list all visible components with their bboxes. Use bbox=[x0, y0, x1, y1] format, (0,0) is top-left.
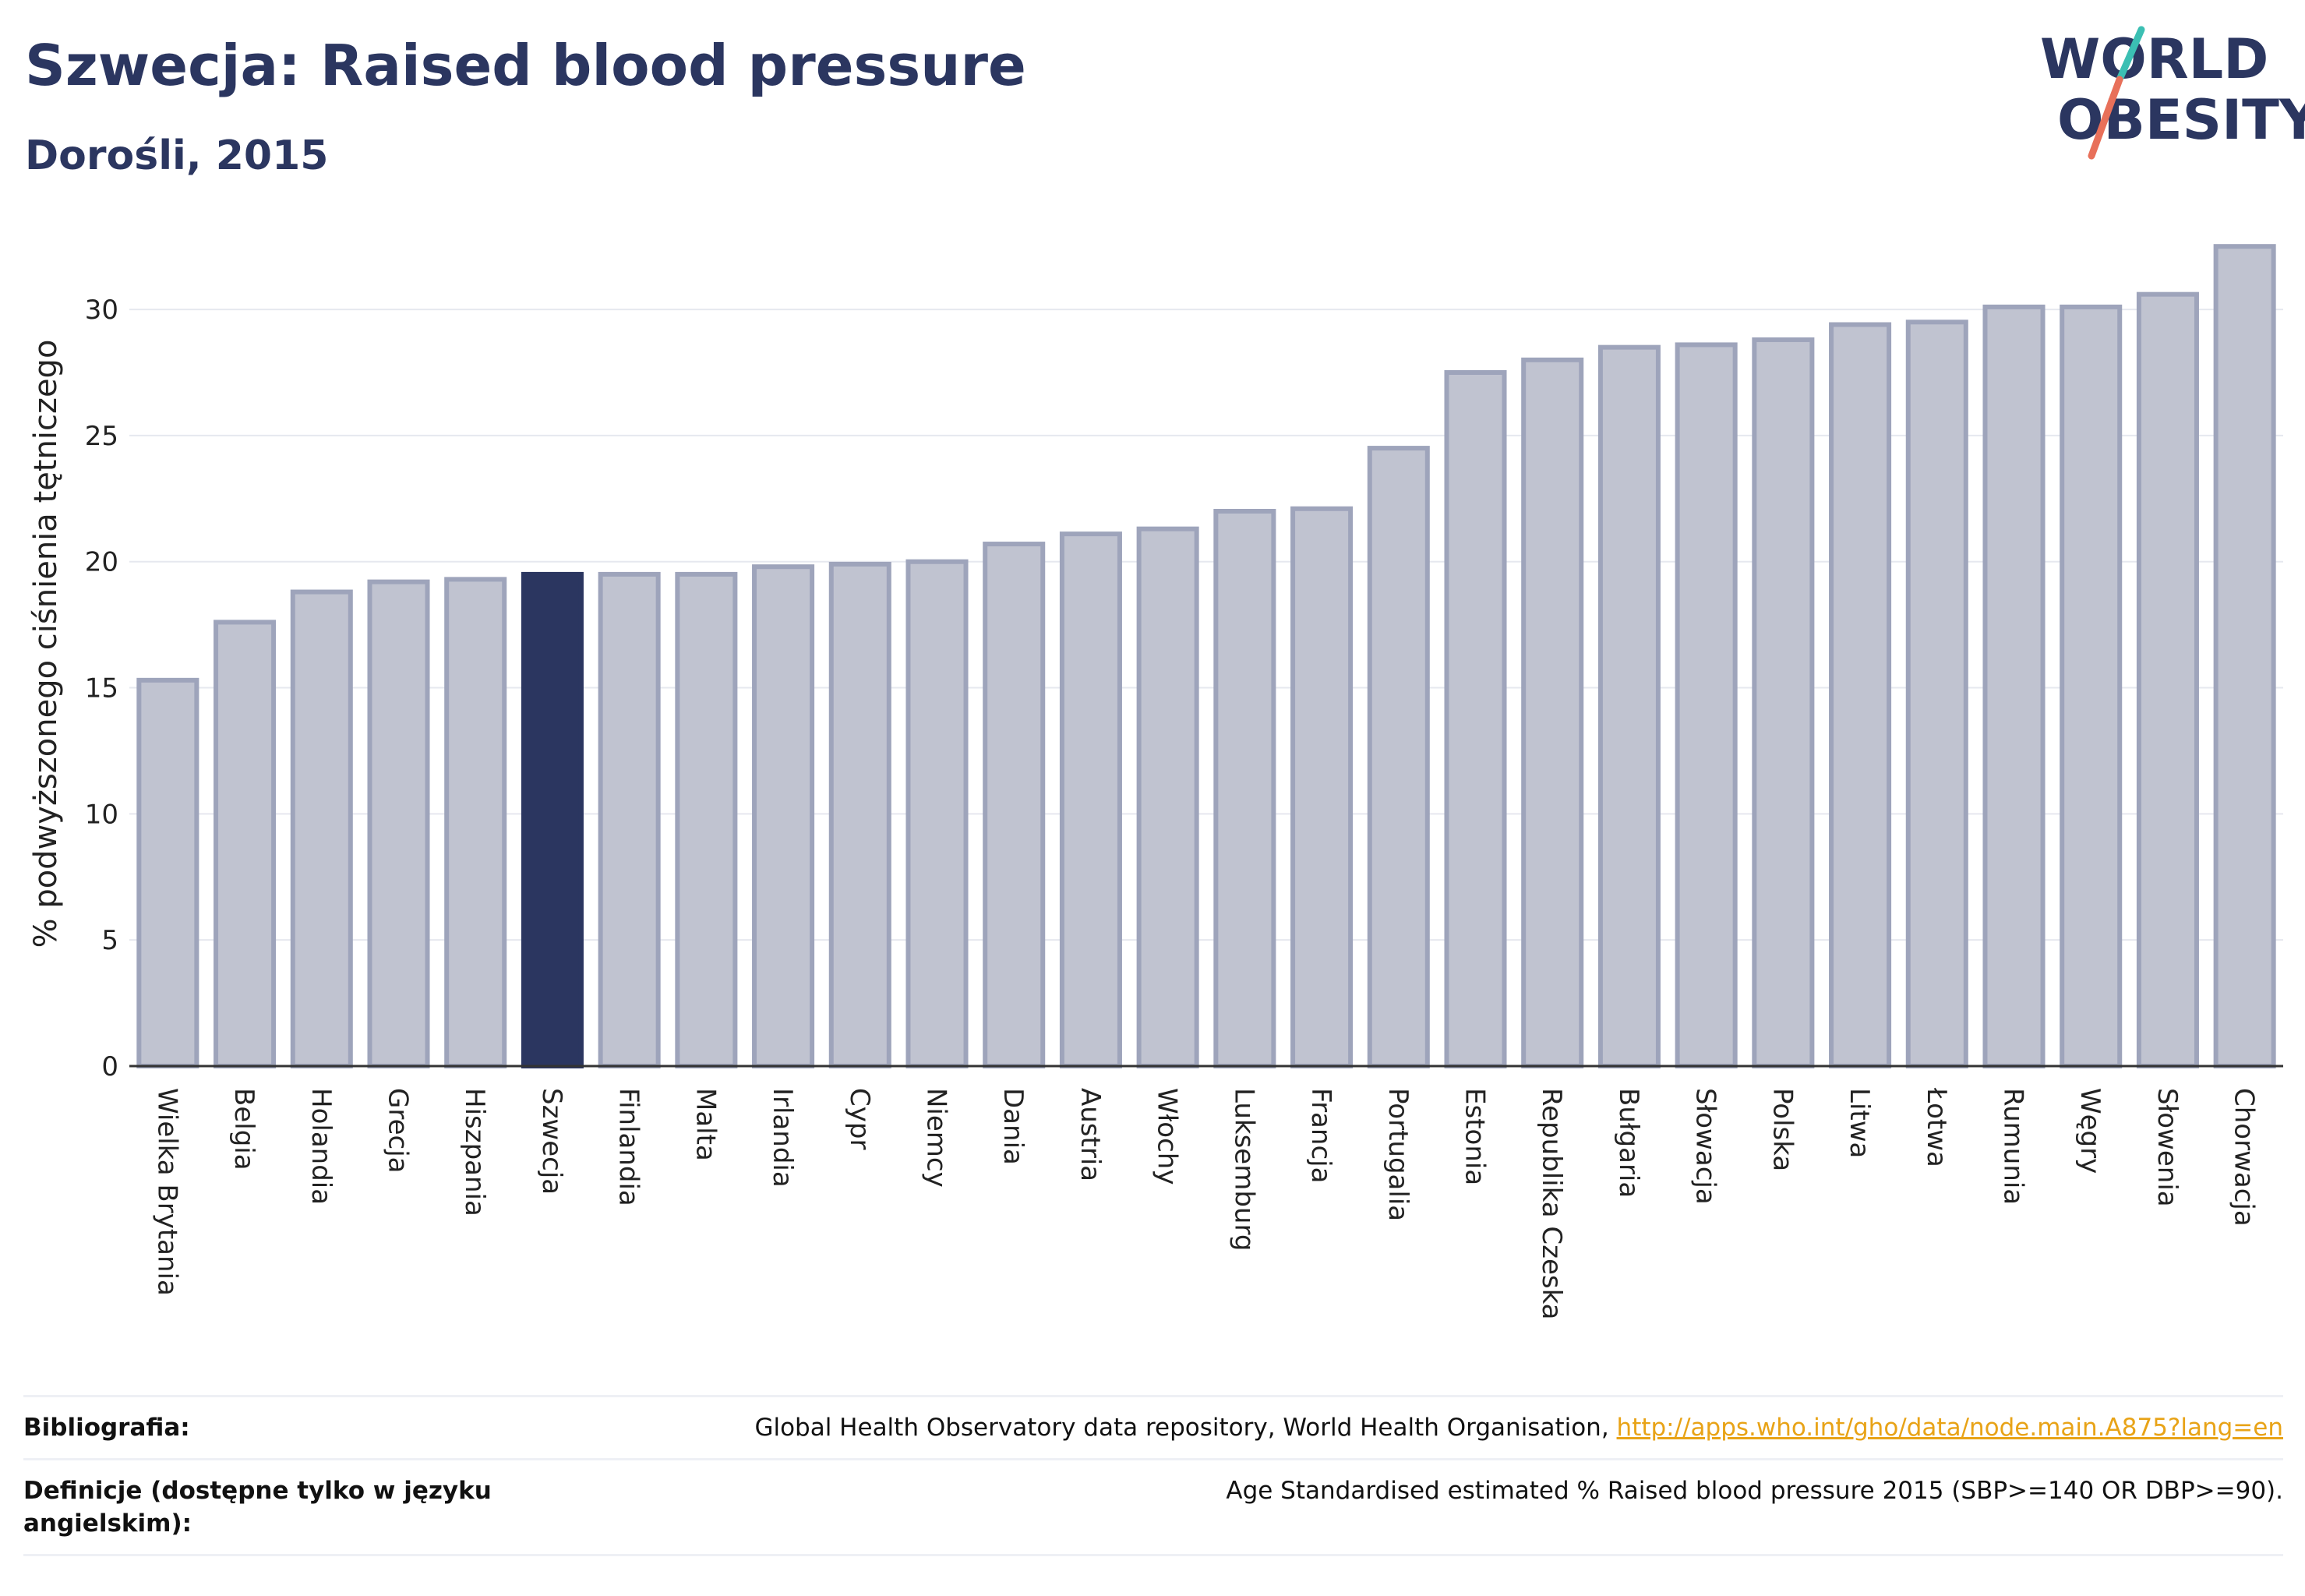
y-tick-label: 20 bbox=[85, 547, 118, 578]
x-tick-label: Belgia bbox=[228, 1088, 259, 1171]
y-tick-label: 10 bbox=[85, 799, 118, 830]
bar-węgry bbox=[2060, 304, 2123, 1068]
bar-republika-czeska bbox=[1521, 357, 1584, 1068]
axes: 0 5 10 15 20 25 30 Wielka Brytania Belgia Holandi… bbox=[85, 295, 2283, 1320]
x-tick-label: Dania bbox=[997, 1088, 1029, 1165]
bar-cypr bbox=[828, 561, 891, 1068]
page-subtitle: Dorośli, 2015 bbox=[25, 132, 329, 179]
bar-austria bbox=[1059, 531, 1122, 1068]
logo-line1: WORLD bbox=[2040, 27, 2268, 91]
bars bbox=[136, 244, 2276, 1069]
logo-slash-coral bbox=[2088, 76, 2123, 160]
x-tick-label: Austria bbox=[1075, 1088, 1106, 1181]
footer-bibliography-row: Bibliografia: Global Health Observatory … bbox=[23, 1395, 2283, 1458]
x-tick-label: Malta bbox=[690, 1088, 721, 1161]
definition-label: Definicje (dostępne tylko w języku angie… bbox=[23, 1477, 492, 1538]
x-tick-label: Szwecja bbox=[536, 1088, 567, 1195]
logo-slash-teal bbox=[2116, 26, 2145, 83]
x-tick-label: Bułgaria bbox=[1613, 1088, 1644, 1198]
bar-słowacja bbox=[1675, 342, 1738, 1068]
x-tick-label: Węgry bbox=[2074, 1088, 2106, 1174]
bar-niemcy bbox=[905, 559, 969, 1068]
bibliography-text: Global Health Observatory data repositor… bbox=[754, 1414, 1617, 1442]
footer-definition-row: Definicje (dostępne tylko w języku angie… bbox=[23, 1458, 2283, 1556]
bar-luksemburg bbox=[1213, 509, 1276, 1068]
bar-grecja bbox=[367, 579, 430, 1068]
definition-value: Age Standardised estimated % Raised bloo… bbox=[1226, 1477, 2283, 1505]
bar-łotwa bbox=[1905, 320, 1968, 1069]
bar-rumunia bbox=[1982, 304, 2046, 1068]
bar-holandia bbox=[290, 589, 353, 1068]
x-tick-label: Luksemburg bbox=[1228, 1088, 1259, 1251]
x-tick-label: Litwa bbox=[1844, 1088, 1875, 1158]
bar-szwecja bbox=[521, 571, 584, 1068]
x-tick-label: Irlandia bbox=[767, 1088, 798, 1188]
x-tick-label: Portugalia bbox=[1382, 1088, 1414, 1221]
bibliography-label: Bibliografia: bbox=[23, 1414, 190, 1442]
y-axis-label: % podwyższonego ciśnienia tętniczego bbox=[28, 340, 64, 948]
x-tick-label: Rumunia bbox=[1998, 1088, 2029, 1205]
bar-belgia bbox=[214, 620, 277, 1068]
bar-francja bbox=[1290, 506, 1354, 1068]
bar-chart: 0 5 10 15 20 25 30 Wielka Brytania Belgia Holandi… bbox=[28, 244, 2283, 1320]
x-tick-label: Holandia bbox=[305, 1088, 337, 1205]
x-tick-label: Republika Czeska bbox=[1536, 1088, 1567, 1320]
x-tick-label: Włochy bbox=[1152, 1088, 1183, 1185]
x-tick-label: Hiszpania bbox=[459, 1088, 490, 1216]
y-tick-label: 5 bbox=[101, 925, 118, 956]
bar-litwa bbox=[1829, 322, 1892, 1068]
bar-słowenia bbox=[2136, 291, 2199, 1068]
bibliography-value: Global Health Observatory data repositor… bbox=[522, 1411, 2283, 1444]
x-tick-label: Słowacja bbox=[1690, 1088, 1721, 1205]
bar-estonia bbox=[1444, 370, 1507, 1068]
bar-hiszpania bbox=[444, 577, 507, 1068]
x-tick-label: Cypr bbox=[844, 1088, 875, 1149]
bar-wielka-brytania bbox=[136, 677, 199, 1068]
x-tick-label: Finlandia bbox=[613, 1088, 644, 1206]
x-tick-label: Słowenia bbox=[2151, 1088, 2183, 1207]
x-tick-label: Grecja bbox=[383, 1088, 414, 1173]
x-tick-label: Polska bbox=[1767, 1088, 1798, 1171]
world-obesity-logo: WORLD OBESITY bbox=[2026, 23, 2305, 164]
x-tick-label: Wielka Brytania bbox=[151, 1088, 182, 1296]
bar-portugalia bbox=[1367, 446, 1430, 1068]
bar-finlandia bbox=[598, 571, 661, 1068]
y-tick-label: 0 bbox=[101, 1051, 118, 1082]
bar-irlandia bbox=[752, 564, 815, 1068]
x-tick-label: Estonia bbox=[1460, 1088, 1491, 1185]
x-tick-label: Łotwa bbox=[1921, 1087, 1952, 1167]
page-title: Szwecja: Raised blood pressure bbox=[25, 33, 1026, 98]
bar-polska bbox=[1752, 337, 1815, 1069]
bar-chorwacja bbox=[2213, 244, 2276, 1069]
y-tick-label: 15 bbox=[85, 673, 118, 704]
x-tick-label: Chorwacja bbox=[2229, 1088, 2260, 1227]
y-tick-label: 30 bbox=[85, 295, 118, 326]
bar-dania bbox=[983, 542, 1046, 1068]
x-tick-label: Niemcy bbox=[921, 1088, 952, 1188]
bar-malta bbox=[675, 571, 738, 1068]
bar-bułgaria bbox=[1597, 344, 1661, 1068]
x-tick-label: Francja bbox=[1305, 1088, 1336, 1183]
y-tick-label: 25 bbox=[85, 421, 118, 452]
bar-włochy bbox=[1136, 526, 1199, 1068]
bibliography-link[interactable]: http://apps.who.int/gho/data/node.main.A… bbox=[1616, 1414, 2283, 1442]
chart-footer: Bibliografia: Global Health Observatory … bbox=[23, 1395, 2283, 1556]
